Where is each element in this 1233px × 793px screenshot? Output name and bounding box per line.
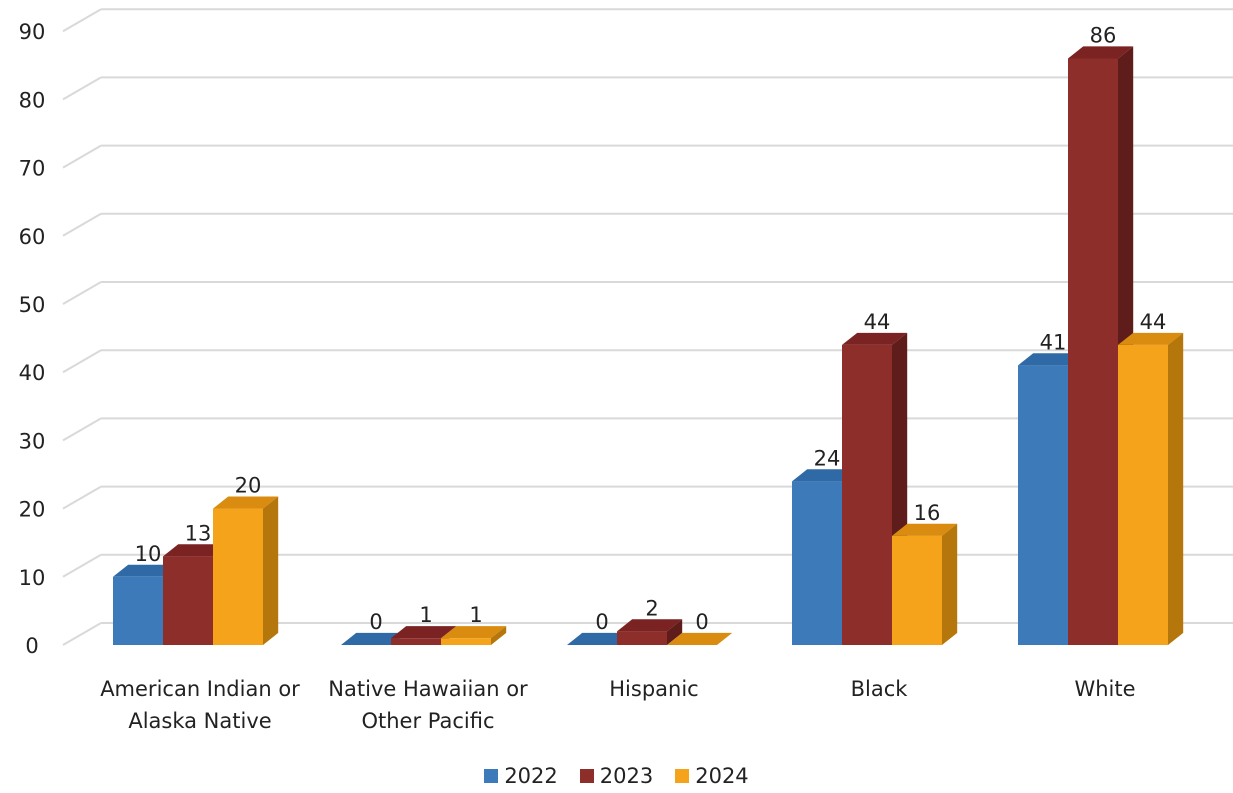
gridline-wall xyxy=(62,485,102,510)
x-category-label: White xyxy=(1074,677,1135,701)
data-label: 13 xyxy=(185,521,212,545)
bar-side xyxy=(263,496,279,645)
data-label: 44 xyxy=(1140,310,1167,334)
bar-front xyxy=(617,631,667,645)
data-label: 86 xyxy=(1090,23,1117,47)
bar xyxy=(1068,46,1134,646)
y-tick-label: 10 xyxy=(19,566,46,590)
legend-swatch xyxy=(579,769,594,783)
bar-front xyxy=(1118,344,1168,645)
y-tick-label: 50 xyxy=(19,293,46,317)
legend-item: 2022 xyxy=(484,764,558,788)
y-axis-tick-labels: 0 10 20 30 40 50 60 70 80 90 xyxy=(19,20,46,658)
gridline-wall xyxy=(62,349,102,374)
bar xyxy=(441,626,507,645)
bar-top xyxy=(842,332,908,345)
bar-top xyxy=(341,632,407,645)
bar xyxy=(567,632,633,645)
bar-top xyxy=(1018,353,1084,366)
bar-front xyxy=(892,535,942,645)
bar xyxy=(1118,332,1184,645)
data-label: 41 xyxy=(1040,330,1067,354)
y-tick-label: 40 xyxy=(19,361,46,385)
bar xyxy=(617,619,683,645)
gridline-wall xyxy=(62,144,102,169)
legend-label: 2023 xyxy=(599,764,654,788)
bar-top xyxy=(391,626,457,639)
bar-top xyxy=(213,496,279,509)
x-category-label: Other Pacific xyxy=(361,709,494,733)
gridlines xyxy=(62,8,1233,646)
bar xyxy=(667,632,733,645)
bar xyxy=(213,496,279,645)
bar xyxy=(341,632,407,645)
legend-item: 2024 xyxy=(675,764,749,788)
data-label: 0 xyxy=(695,610,708,634)
bar-side xyxy=(1168,332,1184,645)
y-tick-label: 60 xyxy=(19,225,46,249)
data-label: 1 xyxy=(469,603,482,627)
y-tick-label: 0 xyxy=(25,634,38,658)
bar-top xyxy=(441,626,507,639)
bar-top xyxy=(113,564,179,577)
bars xyxy=(113,46,1184,646)
bar-front xyxy=(213,508,263,645)
legend-swatch xyxy=(675,769,690,783)
data-label: 16 xyxy=(914,501,941,525)
x-category-label: Black xyxy=(851,677,909,701)
gridline-wall xyxy=(62,76,102,101)
bar-front xyxy=(163,556,213,645)
data-label: 20 xyxy=(235,474,262,498)
legend-swatch xyxy=(484,769,499,783)
bar-front xyxy=(1018,365,1068,645)
legend-item: 2023 xyxy=(579,764,654,788)
bar-top xyxy=(667,632,733,645)
legend-label: 2022 xyxy=(504,764,558,788)
data-label: 0 xyxy=(595,610,608,634)
x-category-label: Alaska Native xyxy=(128,709,271,733)
bar xyxy=(892,523,958,645)
data-label: 2 xyxy=(645,596,658,620)
x-axis-category-labels: American Indian or Alaska Native Native Ha… xyxy=(100,677,1135,733)
bar-side xyxy=(942,523,958,645)
bar-front xyxy=(441,638,491,645)
bar-top xyxy=(163,544,229,557)
y-tick-label: 20 xyxy=(19,498,46,522)
y-tick-label: 90 xyxy=(19,20,46,44)
bar-top xyxy=(892,523,958,536)
gridline-wall xyxy=(62,8,102,33)
data-label: 0 xyxy=(369,610,382,634)
gridline-wall xyxy=(62,281,102,305)
bar-top xyxy=(617,619,683,632)
y-tick-label: 80 xyxy=(19,88,46,112)
bar-front xyxy=(1068,58,1118,646)
gridline-wall xyxy=(62,417,102,442)
gridline-wall xyxy=(62,553,102,578)
gridline-wall xyxy=(62,622,102,646)
bar-front xyxy=(842,344,892,645)
x-category-label: Hispanic xyxy=(609,677,698,701)
gridline-wall xyxy=(62,212,102,237)
bar-front xyxy=(792,481,842,645)
bar-front xyxy=(113,576,163,645)
legend-label: 2024 xyxy=(695,764,749,788)
bar-top xyxy=(1118,332,1184,345)
data-label: 24 xyxy=(814,446,841,470)
bar-top xyxy=(1068,46,1134,59)
data-label: 44 xyxy=(864,310,891,334)
bar-side xyxy=(491,626,507,645)
bar-front xyxy=(391,638,441,645)
x-category-label: Native Hawaiian or xyxy=(328,677,528,701)
y-tick-label: 30 xyxy=(19,429,46,453)
bar-top xyxy=(792,469,858,482)
x-category-label: American Indian or xyxy=(100,677,300,701)
y-tick-label: 70 xyxy=(19,157,46,181)
bar-top xyxy=(567,632,633,645)
data-label: 10 xyxy=(135,542,162,566)
bar-side xyxy=(667,619,683,645)
data-label: 1 xyxy=(419,603,432,627)
legend: 2022 2023 2024 xyxy=(0,764,1233,788)
